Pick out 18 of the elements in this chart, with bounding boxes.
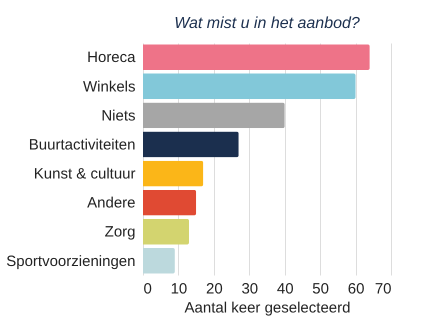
x-tick-label: 70: [374, 280, 392, 298]
y-tick-label: Buurtactiviteiten: [28, 136, 136, 154]
x-tick-label: 30: [241, 280, 258, 298]
x-axis-title: Aantal keer geselecteerd: [184, 300, 350, 316]
y-tick-label: Sportvoorzieningen: [6, 252, 136, 270]
x-tick-label: 10: [170, 280, 188, 298]
y-tick-label: Andere: [87, 194, 136, 212]
x-tick-label: 20: [206, 280, 223, 298]
chart-title: Wat mist u in het aanbod?: [174, 15, 360, 32]
y-tick-label: Niets: [101, 107, 136, 124]
y-tick-label: Horeca: [87, 49, 136, 66]
x-tick-label: 50: [312, 280, 329, 298]
x-tick-label: 0: [144, 280, 152, 298]
y-tick-label: Winkels: [82, 78, 136, 96]
x-tick-label: 60: [348, 280, 364, 298]
x-tick-label: 40: [276, 280, 294, 298]
y-tick-label: Zorg: [104, 224, 136, 241]
y-tick-label: Kunst & cultuur: [34, 166, 136, 183]
